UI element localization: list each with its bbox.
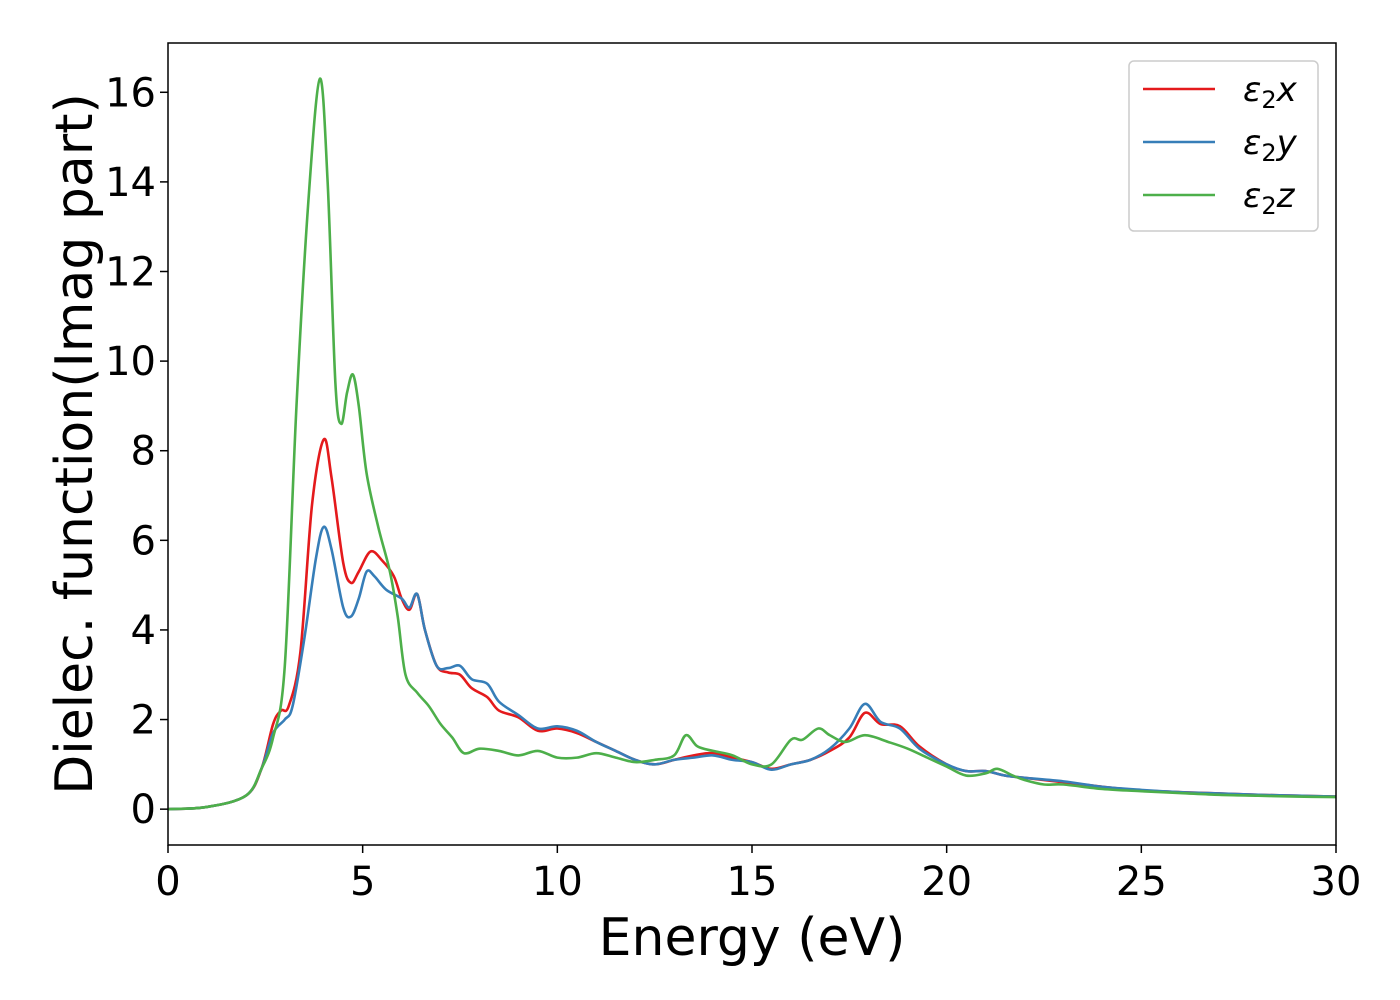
ticks-layer: 0 5 10 15 20 25 30 0 2 4 6 8 10 12 14 16	[105, 70, 1361, 905]
x-axis-label: Energy (eV)	[599, 908, 906, 968]
legend: ε2x ε2y ε2z	[1128, 60, 1319, 232]
y-tick-label: 10	[105, 339, 156, 385]
y-tick-label: 12	[105, 250, 156, 296]
legend-label: ε2x	[1243, 70, 1298, 114]
y-tick-label: 0	[131, 787, 156, 833]
x-tick-label: 5	[350, 859, 375, 905]
x-tick-label: 15	[727, 859, 778, 905]
x-tick-label: 0	[155, 859, 180, 905]
y-tick-label: 14	[105, 160, 156, 206]
legend-label: ε2y	[1243, 123, 1298, 167]
y-tick-label: 16	[105, 70, 156, 116]
series-line-z	[167, 77, 1337, 811]
y-tick-label: 2	[131, 698, 156, 744]
series-line-x	[167, 437, 1337, 811]
series-line-y	[167, 525, 1337, 811]
plot-area-frame	[167, 42, 1337, 846]
legend-box	[1128, 60, 1319, 232]
y-axis-label: Dielec. function(Imag part)	[45, 93, 105, 795]
x-tick-label: 10	[532, 859, 583, 905]
legend-label: ε2z	[1243, 176, 1296, 220]
y-tick-label: 4	[131, 608, 156, 654]
x-tick-label: 20	[921, 859, 972, 905]
y-tick-label: 6	[131, 518, 156, 564]
y-tick-label: 8	[131, 429, 156, 475]
x-tick-label: 25	[1116, 859, 1167, 905]
x-tick-label: 30	[1311, 859, 1362, 905]
series-layer	[167, 77, 1337, 811]
